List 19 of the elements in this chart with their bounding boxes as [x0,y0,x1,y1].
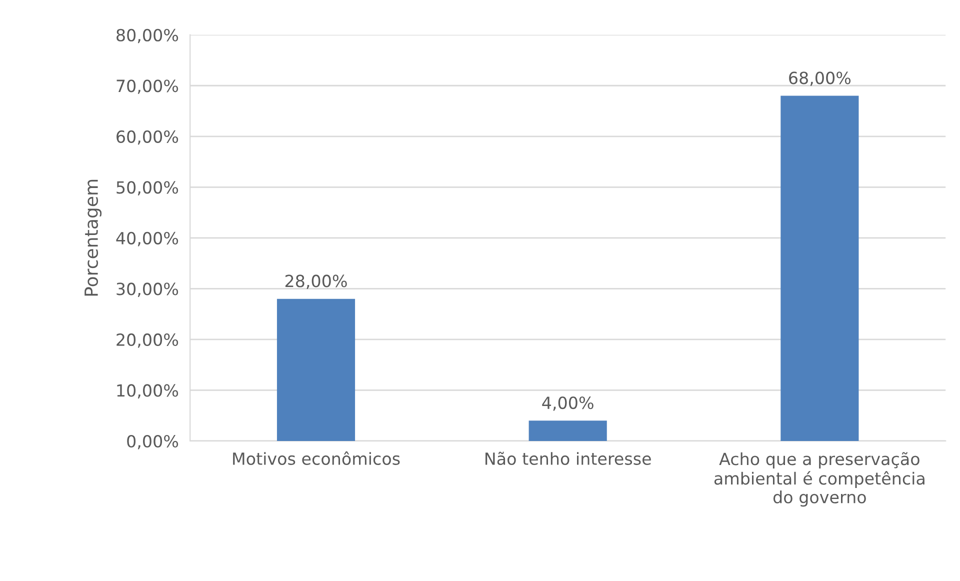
bar [780,96,859,441]
y-tick-label: 0,00% [127,434,178,450]
data-label: 4,00% [542,396,594,411]
bar [276,298,356,441]
bar [528,420,607,441]
y-tick-label: 10,00% [117,384,178,398]
y-tick-label: 30,00% [116,282,178,297]
y-tick-label: 60,00% [116,130,178,145]
x-tick-label: Motivos econômicos [233,451,400,465]
y-axis-title: Porcentagem [84,180,102,296]
y-tick-label: 70,00% [116,80,178,94]
x-tick-label: Acho que a preservação ambiental é competência do governo [714,452,924,507]
data-label: 68,00% [789,72,851,86]
data-label: 28,00% [285,274,347,289]
y-tick-label: 50,00% [116,181,178,196]
x-tick-label: Não tenho interesse [486,452,651,465]
y-tick-label: 40,00% [116,232,178,246]
y-tick-label: 80,00% [116,28,178,44]
y-tick-label: 20,00% [116,333,178,348]
